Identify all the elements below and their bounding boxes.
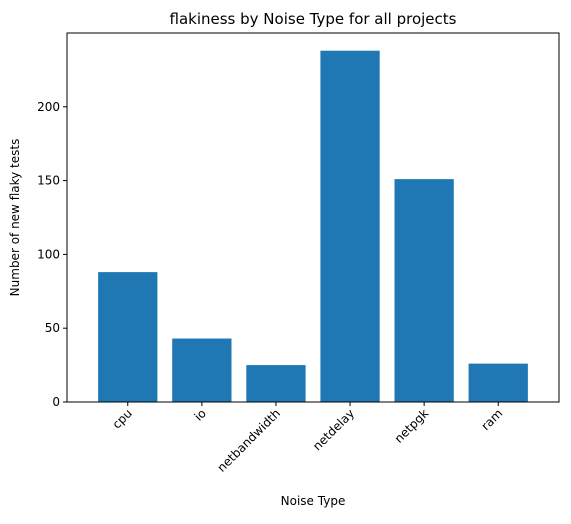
- y-tick-label: 200: [37, 100, 60, 114]
- bar-cpu: [98, 272, 158, 402]
- chart-title: flakiness by Noise Type for all projects: [170, 10, 457, 28]
- y-tick-label: 100: [37, 247, 60, 261]
- bars-group: [98, 50, 528, 402]
- y-axis-ticks: 0 50 100 150 200: [37, 100, 67, 409]
- y-tick-label: 0: [52, 395, 60, 409]
- bar-ram: [468, 363, 528, 402]
- y-tick-label: 50: [45, 321, 60, 335]
- bar-io: [172, 338, 232, 402]
- bar-netdelay: [320, 50, 380, 402]
- x-axis-label: Noise Type: [281, 494, 346, 508]
- bar-netpgk: [394, 179, 454, 402]
- plot-frame: [66, 32, 560, 403]
- y-tick-label: 150: [37, 174, 60, 188]
- bar-netbandwidth: [246, 365, 306, 402]
- y-axis-label: Number of new flaky tests: [8, 139, 22, 297]
